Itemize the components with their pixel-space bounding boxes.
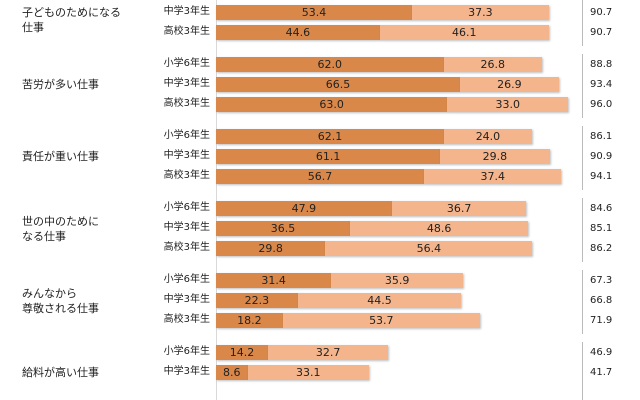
bar-segment-light: 26.9 [460,77,559,92]
category-label: 世の中のために なる仕事 [22,214,99,243]
totals-separator [582,198,583,262]
bar-segment-dark: 62.0 [216,57,444,72]
totals-separator [582,54,583,118]
bar-segment-light: 53.7 [282,313,480,328]
bar-segment-light: 56.4 [325,241,533,256]
total-value: 96.0 [590,99,613,110]
grade-label: 小学6年生 [163,58,210,69]
bar-segment-light: 33.0 [447,97,569,112]
grade-label: 中学3年生 [163,78,210,89]
bar-segment-dark: 18.2 [216,313,283,328]
bar-baseline [216,0,217,400]
total-value: 86.2 [590,243,613,254]
bar-segment-light: 46.1 [379,25,549,40]
totals-separator [582,270,583,334]
bar-segment-light: 37.4 [424,169,562,184]
total-value: 41.7 [590,367,613,378]
bar-segment-light: 33.1 [247,365,370,380]
grade-label: 高校3年生 [163,170,210,181]
category-label: 苦労が多い仕事 [22,78,99,91]
grade-label: 中学3年生 [163,6,210,17]
bar-segment-dark: 66.5 [216,77,461,92]
totals-separator [582,0,583,46]
grade-label: 小学6年生 [163,130,210,141]
total-value: 71.9 [590,315,613,326]
grade-label: 高校3年生 [163,314,210,325]
grade-label: 小学6年生 [163,346,210,357]
bar-segment-dark: 47.9 [216,201,392,216]
bar-segment-light: 44.5 [297,293,462,308]
grade-label: 小学6年生 [163,202,210,213]
bar-segment-dark: 56.7 [216,169,425,184]
category-label: 子どものためになる仕事 [22,6,121,34]
grade-label: 中学3年生 [163,366,210,377]
bar-segment-dark: 36.5 [216,221,350,236]
bar-segment-dark: 63.0 [216,97,448,112]
category-label: 給料が高い仕事 [22,366,99,379]
category-label: みんなから 尊敬される仕事 [22,286,99,315]
total-value: 84.6 [590,203,613,214]
bar-segment-light: 48.6 [349,221,529,236]
total-value: 67.3 [590,275,613,286]
bar-segment-light: 36.7 [391,201,527,216]
total-value: 93.4 [590,79,613,90]
grade-label: 中学3年生 [163,150,210,161]
totals-separator [582,342,583,400]
grade-label: 高校3年生 [163,26,210,37]
bar-segment-dark: 29.8 [216,241,326,256]
bar-segment-dark: 44.6 [216,25,380,40]
category-label: 責任が重い仕事 [22,150,99,163]
total-value: 94.1 [590,171,613,182]
total-value: 90.7 [590,7,613,18]
grade-label: 中学3年生 [163,222,210,233]
bar-segment-light: 35.9 [331,273,463,288]
bar-segment-light: 32.7 [268,345,389,360]
bar-segment-light: 29.8 [440,149,550,164]
total-value: 46.9 [590,347,613,358]
bar-segment-light: 24.0 [443,129,532,144]
total-value: 90.7 [590,27,613,38]
bar-segment-dark: 61.1 [216,149,441,164]
bar-segment-light: 26.8 [443,57,542,72]
grade-label: 高校3年生 [163,98,210,109]
bar-segment-dark: 14.2 [216,345,269,360]
bar-segment-light: 37.3 [411,5,549,20]
bar-segment-dark: 8.6 [216,365,248,380]
total-value: 85.1 [590,223,613,234]
total-value: 88.8 [590,59,613,70]
grade-label: 小学6年生 [163,274,210,285]
bar-segment-dark: 62.1 [216,129,444,144]
grade-label: 中学3年生 [163,294,210,305]
grade-label: 高校3年生 [163,242,210,253]
bar-segment-dark: 22.3 [216,293,298,308]
bar-segment-dark: 53.4 [216,5,412,20]
total-value: 90.9 [590,151,613,162]
bar-segment-dark: 31.4 [216,273,332,288]
totals-separator [582,126,583,190]
total-value: 66.8 [590,295,613,306]
total-value: 86.1 [590,131,613,142]
